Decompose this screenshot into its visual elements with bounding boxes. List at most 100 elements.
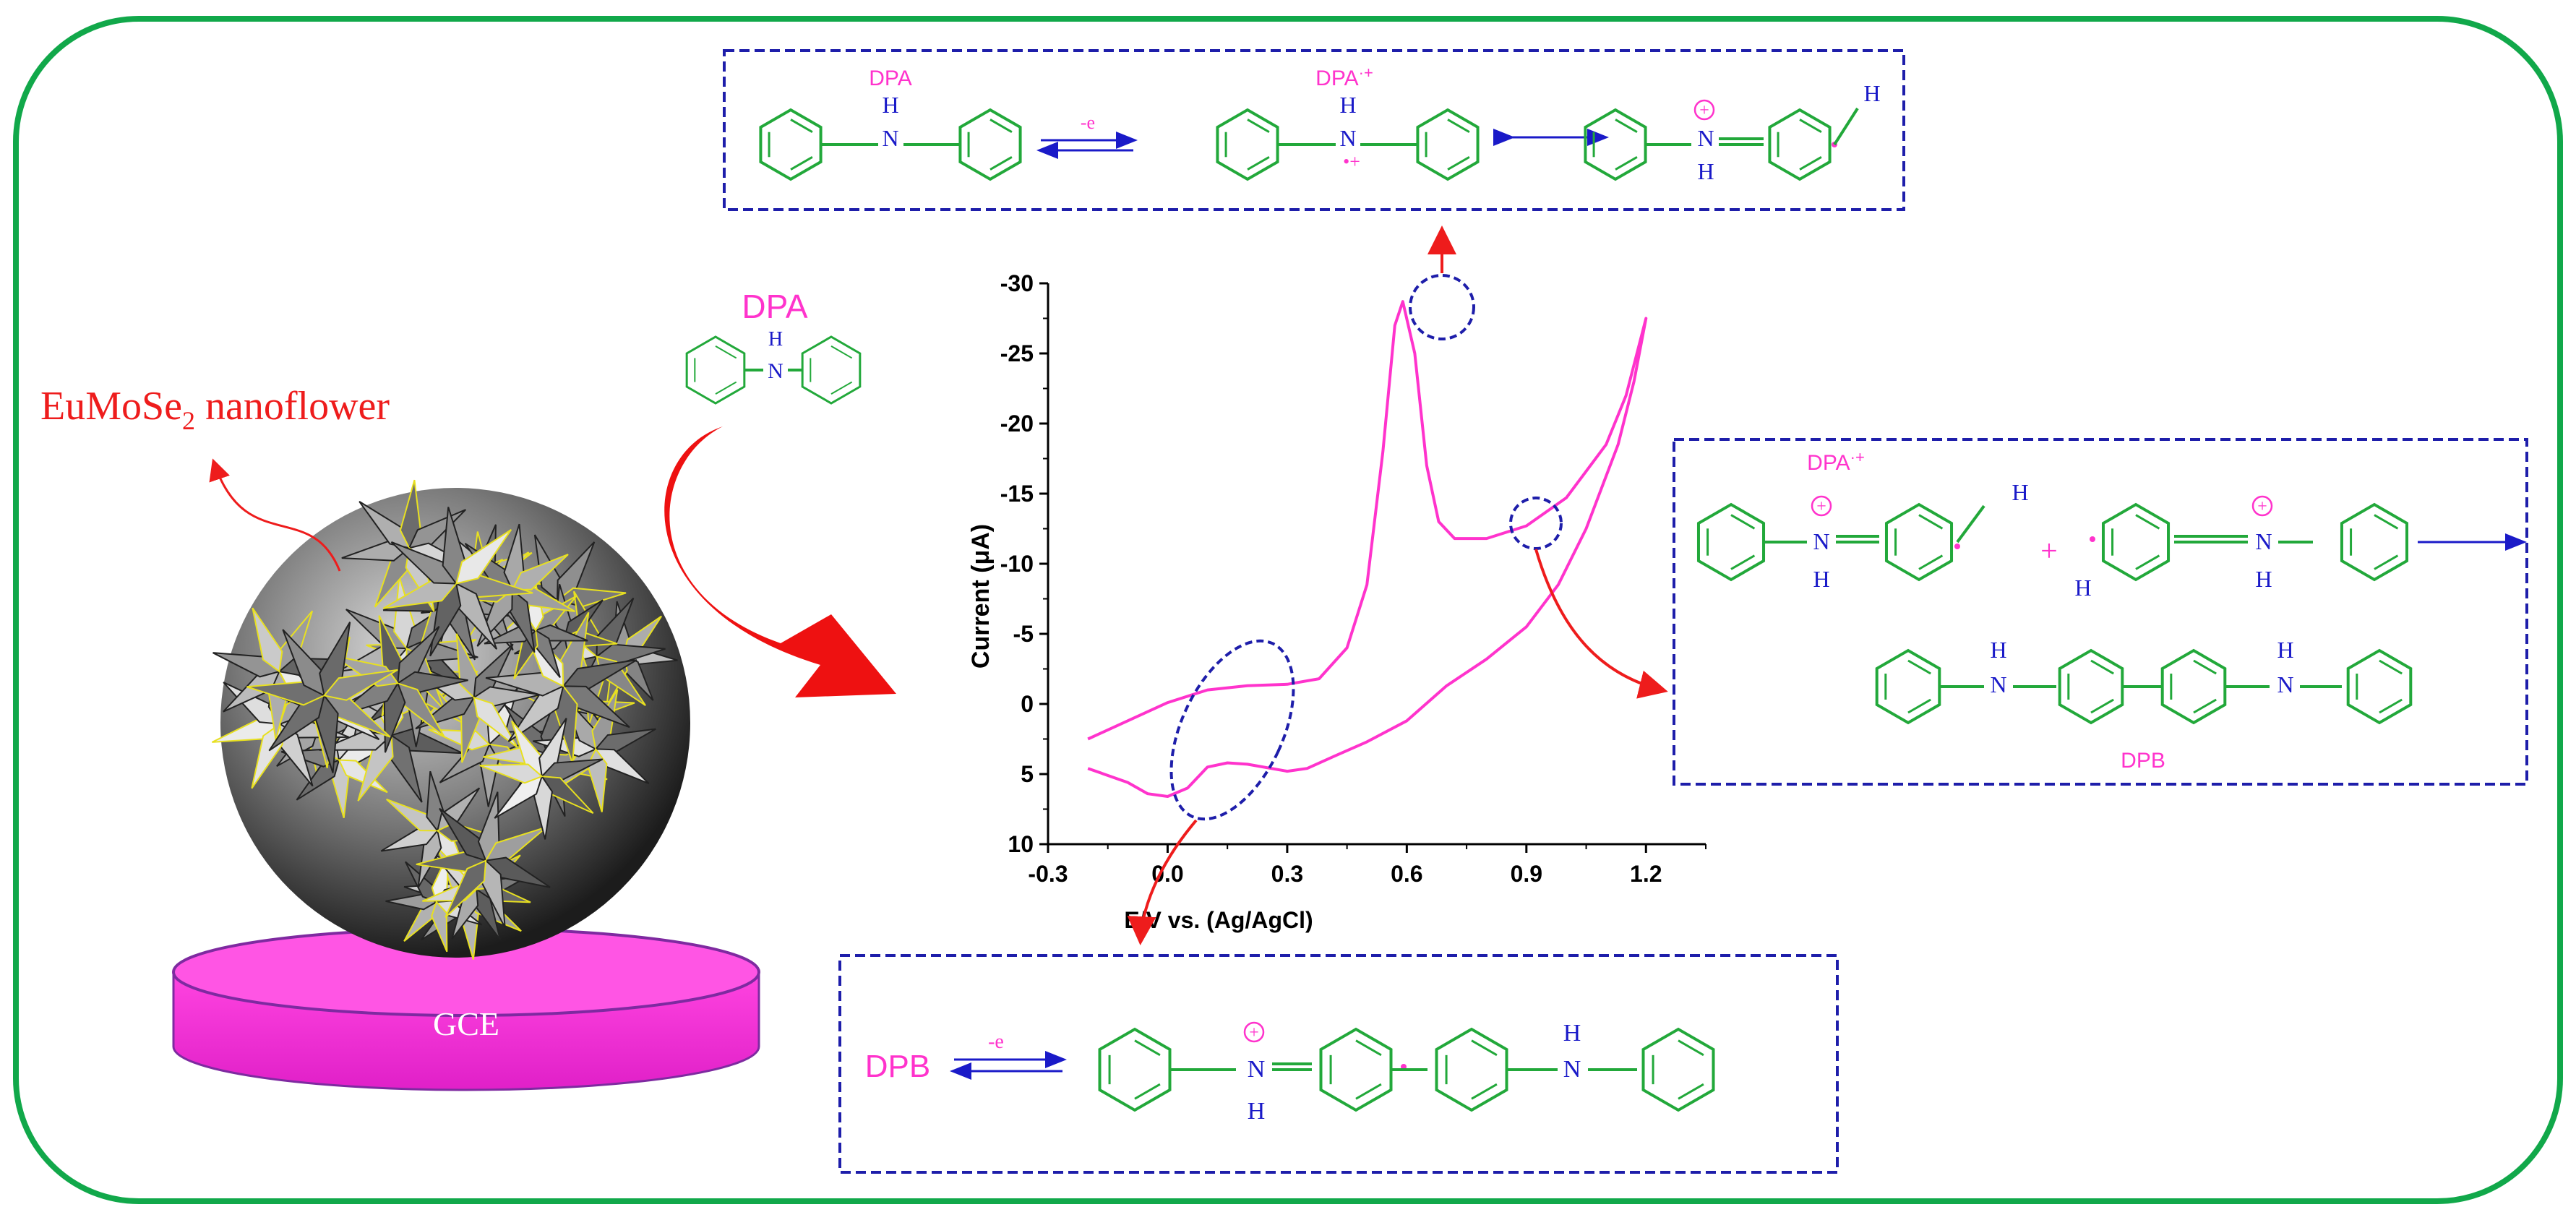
nanoflower-petal <box>455 528 512 585</box>
chart-y-tick-label: -15 <box>1000 481 1034 507</box>
right-mol1-ring-right-double-bond <box>1918 554 1944 570</box>
top-resonance-ch-bond <box>1833 107 1859 146</box>
top-mechanism-box <box>723 49 1905 211</box>
nanoflower-sphere <box>211 479 690 960</box>
bottom-ring3-double-bond <box>1471 1083 1498 1100</box>
top-dpa-label: DPA <box>869 66 911 90</box>
bottom-mechanism-box <box>838 954 1839 1174</box>
right-radical-label: DPA·+ <box>1807 448 1865 475</box>
top-dpa-ring-left-double-bond <box>790 119 813 134</box>
right-mol2-ring-right-double-bond <box>2374 514 2399 530</box>
peak-highlight-ellipse <box>1409 274 1475 340</box>
top-dpa-ring-left-double-bond <box>790 155 813 171</box>
right-dpb-ring2-double-bond <box>2090 698 2114 714</box>
right-dpb-ring2 <box>2058 648 2124 725</box>
right-mol1-ring-left-double-bond <box>1730 554 1756 570</box>
bottom-ring3 <box>1435 1027 1508 1112</box>
top-radical-label: DPA·+ <box>1315 64 1373 90</box>
top-dpa-ring-right <box>958 108 1022 181</box>
top-resonance-ring-left-double-bond <box>1615 119 1638 134</box>
reagent-right-ring-double-bond <box>830 381 853 395</box>
right-mol2-n: N <box>2255 528 2272 554</box>
bottom-ring3-double-bond <box>1471 1039 1498 1057</box>
chart-x-tick-label: 0.9 <box>1511 861 1542 887</box>
right-mol2-ring-left-double-bond <box>2135 514 2160 530</box>
positive-charge-circle <box>2251 495 2273 517</box>
top-oxidation-label: -e <box>1081 112 1095 133</box>
bottom-ring2-double-bond <box>1355 1039 1382 1057</box>
positive-charge-sign: + <box>2257 497 2267 516</box>
top-radical-ring-right-double-bond <box>1447 155 1470 171</box>
right-mol1-ring-left-double-bond <box>1730 514 1756 530</box>
nanoflower-label-subscript: 2 <box>182 406 195 435</box>
right-mol1-h: H <box>1813 566 1829 592</box>
reagent-n-atom: N <box>768 359 783 383</box>
right-dpb-ring4-double-bond <box>2379 659 2403 675</box>
right-plus-sign: + <box>2040 535 2058 568</box>
reagent-right-ring <box>801 335 862 405</box>
reagent-left-ring <box>685 335 746 405</box>
right-dpb-ring2-double-bond <box>2090 659 2114 675</box>
radical-dot <box>1954 544 1960 549</box>
chart-y-tick-label: -25 <box>1000 340 1034 366</box>
nanoflower-petal <box>479 763 544 784</box>
right-mol2-ring-right-double-bond <box>2374 554 2399 570</box>
right-dpb-ring3-double-bond <box>2193 659 2217 675</box>
top-resonance-h: H <box>1697 158 1714 184</box>
bottom-ring2-double-bond <box>1355 1083 1382 1100</box>
shoulder-highlight-ellipse <box>1509 497 1563 550</box>
nanoflower-label: EuMoSe2 nanoflower <box>40 384 390 435</box>
nanoflower-cluster <box>479 718 604 840</box>
shoulder-to-right-arrow <box>1534 549 1668 699</box>
top-resonance-ring-right-double-bond <box>1799 155 1822 171</box>
chart-y-tick-label: -30 <box>1000 270 1034 296</box>
top-radical-mark: •+ <box>1343 151 1360 172</box>
outer-frame <box>13 16 2563 1204</box>
right-mechanism-box <box>1673 438 2528 786</box>
right-dpb-ring1-double-bond <box>1907 659 1931 675</box>
chart-y-tick-label: 10 <box>1008 831 1034 857</box>
top-radical-ring-left <box>1216 108 1279 181</box>
top-resonance-ring-left <box>1584 108 1647 181</box>
chart-x-tick-label: -0.3 <box>1028 861 1068 887</box>
right-dpb-n2: N <box>2277 671 2293 697</box>
right-mol1-ch-bond <box>1956 504 1985 544</box>
reagent-left-ring-double-bond <box>715 381 737 395</box>
top-resonance-ring-right-double-bond <box>1799 119 1822 134</box>
right-radical-label-text: DPA <box>1807 451 1850 475</box>
top-resonance-ring-right <box>1768 108 1832 181</box>
reagent-left-ring-double-bond <box>715 345 737 359</box>
bottom-n1: N <box>1248 1056 1266 1083</box>
chart-y-tick-label: -10 <box>1000 551 1034 577</box>
reagent-right-ring-double-bond <box>830 345 853 359</box>
bottom-ring2 <box>1319 1027 1393 1112</box>
nanoflower-petal <box>322 669 398 701</box>
top-radical-ring-left-double-bond <box>1247 155 1270 171</box>
top-resonance-terminal-h: H <box>1863 80 1880 106</box>
top-dpa-ring-left <box>759 108 823 181</box>
right-dpb-n1: N <box>1990 671 2006 697</box>
right-mol2-ring-left-double-bond <box>2135 554 2160 570</box>
bottom-h2: H <box>1563 1020 1581 1047</box>
right-dpb-ring4 <box>2346 648 2413 725</box>
dpa-reagent-label: DPA <box>742 288 807 325</box>
right-dpb-h2: H <box>2277 637 2293 663</box>
chart-x-axis-label: E/V vs. (Ag/AgCl) <box>1124 907 1313 933</box>
top-radical-h: H <box>1339 92 1356 118</box>
big-red-arrow <box>664 426 896 697</box>
cv-chart: Current (μA) E/V vs. (Ag/AgCl) -30 -25 -20… <box>967 270 1706 933</box>
nanoflower-pointer-arrow <box>209 458 341 572</box>
chart-y-axis-label: Current (μA) <box>967 524 995 669</box>
chart-x-tick-label: 0.6 <box>1391 861 1422 887</box>
top-dpa-h: H <box>882 92 898 118</box>
nanoflower-label-text: EuMoSe <box>40 384 182 429</box>
dpa-reagent-structure: NH <box>685 328 862 405</box>
chart-x-tick-label: 1.2 <box>1630 861 1662 887</box>
top-radical-label-text: DPA <box>1315 66 1358 90</box>
nanoflower-cluster <box>382 507 533 657</box>
bottom-ring4 <box>1641 1027 1715 1112</box>
svg-text:EuMoSe2 nanoflower: EuMoSe2 nanoflower <box>40 384 390 435</box>
bottom-ring4-double-bond <box>1678 1039 1704 1057</box>
